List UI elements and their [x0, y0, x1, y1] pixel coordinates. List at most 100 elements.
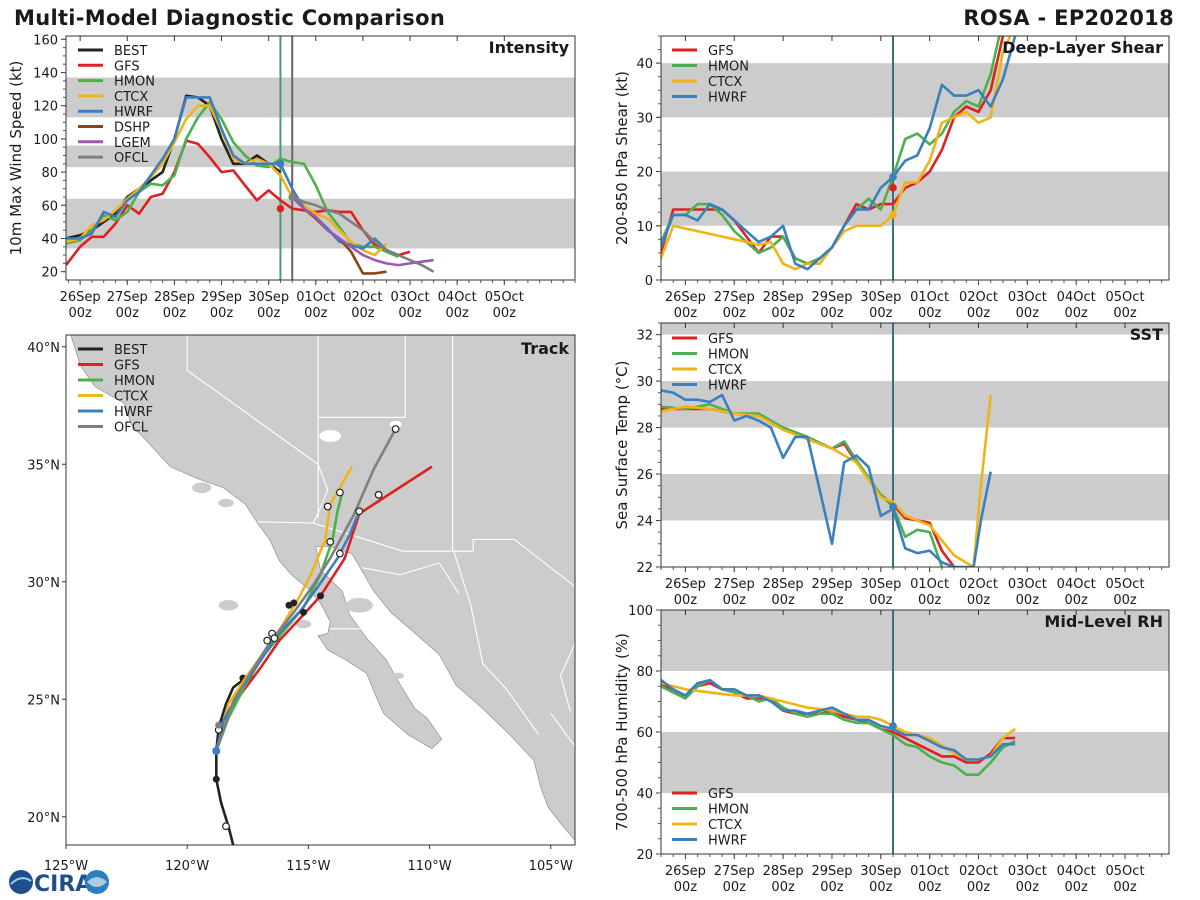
- x-tick-label-date: 03Oct: [1008, 577, 1047, 592]
- x-tick-label-date: 29Sep: [811, 864, 852, 879]
- border-line-7: [453, 551, 540, 735]
- x-tick-label-hour: 00z: [163, 306, 187, 321]
- legend-label-ctcx: CTCX: [708, 363, 742, 378]
- series-line-ctcx: [661, 36, 1012, 271]
- lon-tick-label: 125°W: [44, 859, 88, 874]
- series-line-hmon: [661, 402, 944, 567]
- lon-tick-label: 105°W: [529, 859, 573, 874]
- series-line-hwrf: [661, 389, 992, 567]
- y-tick-label: 30: [636, 375, 653, 390]
- y-axis-label: 700-500 hPa Humidity (%): [613, 633, 631, 831]
- x-tick-label-hour: 00z: [918, 880, 942, 895]
- legend-label-ctcx: CTCX: [114, 390, 148, 405]
- x-tick-label-date: 02Oct: [959, 864, 998, 879]
- marker-hwrf-0: [276, 160, 285, 168]
- shade-band-0: [661, 171, 1169, 226]
- track-ofcl-start-marker: [215, 721, 223, 729]
- series-line-hwrf: [661, 678, 1016, 761]
- track-point-open-1: [270, 634, 279, 643]
- track-line-ctcx: [215, 465, 354, 752]
- x-tick-label-date: 04Oct: [1057, 864, 1096, 879]
- series-line-ctcx: [661, 394, 992, 567]
- marker-hwrf-0: [889, 502, 897, 511]
- legend-label-gfs: GFS: [708, 787, 734, 802]
- island-3: [404, 713, 421, 723]
- legend-label-ctcx: CTCX: [708, 818, 742, 833]
- x-tick-label-hour: 00z: [68, 306, 92, 321]
- x-tick-label-date: 29Sep: [811, 577, 852, 592]
- x-tick-label-hour: 00z: [1065, 593, 1089, 608]
- track-point-open-2: [335, 549, 344, 558]
- y-tick-label: 20: [636, 848, 653, 863]
- x-tick-label-date: 28Sep: [154, 290, 195, 305]
- legend-label-ctcx: CTCX: [708, 75, 742, 90]
- x-tick-label-hour: 00z: [967, 880, 991, 895]
- lon-tick-label: 110°W: [407, 859, 451, 874]
- y-tick-label: 0: [645, 274, 653, 289]
- legend-label-hwrf: HWRF: [708, 834, 747, 849]
- x-tick-label-date: 01Oct: [910, 577, 949, 592]
- track-point-open-ofcl: [391, 425, 400, 433]
- track-point-open-ofcl: [326, 537, 335, 546]
- y-tick-label: 32: [636, 329, 653, 344]
- island-5: [218, 498, 234, 508]
- x-tick-label-hour: 00z: [1113, 593, 1137, 608]
- track-point-open-4: [323, 502, 332, 511]
- y-tick-label: 10: [636, 220, 653, 235]
- panel-title: Deep-Layer Shear: [1002, 38, 1163, 57]
- chart-intensity: 2040608010012014016026Sep00z27Sep00z28Se…: [7, 33, 576, 321]
- x-tick-label-date: 26Sep: [60, 290, 101, 305]
- x-tick-label-hour: 00z: [967, 306, 991, 321]
- legend-label-ofcl: OFCL: [114, 421, 149, 436]
- y-tick-label: 140: [33, 67, 58, 82]
- y-axis-label: 200-850 hPa Shear (kt): [613, 71, 631, 245]
- x-tick-label-hour: 00z: [674, 593, 698, 608]
- x-tick-label-hour: 00z: [820, 306, 844, 321]
- x-tick-label-hour: 00z: [1065, 880, 1089, 895]
- legend-label-hmon: HMON: [114, 75, 155, 90]
- x-tick-label-date: 30Sep: [248, 290, 289, 305]
- x-tick-label-date: 30Sep: [860, 864, 901, 879]
- track-point-filled-best: [212, 775, 220, 783]
- y-tick-label: 24: [636, 515, 653, 530]
- y-tick-label: 28: [636, 422, 653, 437]
- x-tick-label-hour: 00z: [674, 880, 698, 895]
- x-tick-label-date: 01Oct: [296, 290, 335, 305]
- y-tick-label: 80: [41, 166, 58, 181]
- shade-band-1: [661, 63, 1169, 118]
- x-tick-label-hour: 00z: [723, 306, 747, 321]
- x-tick-label-hour: 00z: [304, 306, 328, 321]
- cira-globe-icon: [9, 870, 33, 894]
- border-line-6: [361, 562, 460, 594]
- x-tick-label-hour: 00z: [918, 593, 942, 608]
- y-tick-label: 20: [636, 166, 653, 181]
- lat-tick-label: 40°N: [27, 341, 60, 356]
- y-tick-label: 100: [33, 133, 58, 148]
- x-tick-label-date: 30Sep: [860, 577, 901, 592]
- y-tick-label: 160: [33, 33, 58, 48]
- series-line-gfs: [66, 139, 411, 266]
- border-line-9: [559, 642, 575, 712]
- legend-label-hwrf: HWRF: [708, 91, 747, 106]
- x-tick-label-hour: 00z: [967, 593, 991, 608]
- x-tick-label-hour: 00z: [918, 306, 942, 321]
- x-tick-label-hour: 00z: [445, 306, 469, 321]
- track-map-area: [66, 335, 575, 845]
- x-tick-label-date: 02Oct: [959, 290, 998, 305]
- x-tick-label-date: 02Oct: [959, 577, 998, 592]
- cira-logo-text: CIRA: [34, 872, 92, 897]
- x-tick-label-hour: 00z: [1113, 306, 1137, 321]
- chart-rh: 2040608010026Sep00z27Sep00z28Sep00z29Sep…: [613, 604, 1170, 895]
- marker-ctcx-2: [889, 211, 897, 219]
- x-tick-label-date: 27Sep: [107, 290, 148, 305]
- track-line-best: [215, 674, 251, 845]
- marker-gfs-1: [889, 184, 897, 192]
- legend-label-hmon: HMON: [708, 803, 749, 818]
- x-tick-label-hour: 00z: [1113, 880, 1137, 895]
- shade-band-1: [66, 145, 575, 168]
- panel-title: Intensity: [489, 38, 570, 57]
- legend-label-hwrf: HWRF: [708, 379, 747, 394]
- series-line-hwrf: [661, 36, 1017, 271]
- y-axis-label: 10m Max Wind Speed (kt): [7, 61, 25, 256]
